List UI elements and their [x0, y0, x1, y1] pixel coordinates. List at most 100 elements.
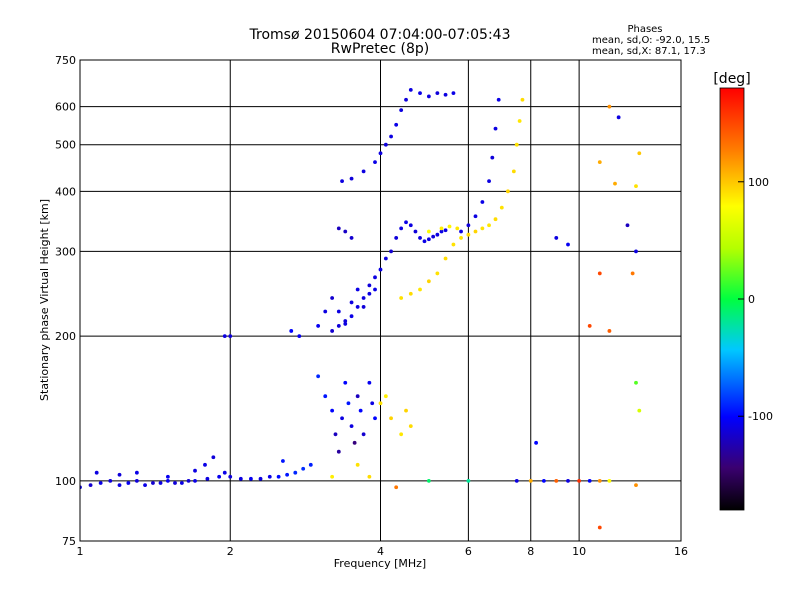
data-point	[151, 481, 155, 485]
data-point	[258, 476, 263, 481]
data-point	[554, 236, 559, 240]
data-point	[408, 291, 413, 296]
data-point	[165, 474, 170, 479]
x-axis-ticks: 1 2 4 6 8 10 16	[77, 545, 689, 558]
data-point	[418, 91, 422, 96]
data-point	[439, 229, 444, 234]
data-point	[173, 481, 177, 485]
data-point	[205, 476, 210, 481]
data-point	[340, 416, 344, 421]
data-point	[394, 236, 399, 240]
x-tick-label: 1	[77, 545, 84, 558]
y-tick-label: 600	[55, 101, 76, 114]
data-point	[358, 408, 363, 413]
legend-line-x: mean, sd,X: 87.1, 17.3	[592, 46, 706, 57]
data-point	[517, 119, 522, 123]
data-point	[587, 479, 592, 483]
data-point	[316, 324, 321, 328]
data-point	[238, 476, 243, 481]
data-point	[330, 474, 335, 479]
data-point	[301, 466, 306, 471]
y-tick-label: 100	[55, 475, 76, 488]
data-point	[383, 394, 388, 399]
data-point	[473, 229, 478, 234]
data-point	[336, 309, 341, 314]
data-point	[426, 279, 431, 284]
legend-title: Phases	[627, 24, 662, 35]
data-point	[613, 181, 617, 186]
data-point	[554, 479, 559, 483]
data-point	[404, 220, 408, 225]
data-point	[418, 287, 422, 292]
data-point	[340, 179, 344, 184]
data-point	[439, 226, 444, 231]
data-point	[616, 115, 621, 120]
data-point	[399, 226, 404, 231]
data-point	[634, 483, 638, 488]
data-point	[607, 479, 612, 483]
colorbar-ticks: 100 0 -100	[738, 176, 773, 423]
data-point	[426, 237, 431, 242]
legend-line-o: mean, sd,O: -92.0, 15.5	[592, 35, 710, 46]
data-point	[343, 229, 348, 234]
data-point	[330, 329, 335, 333]
data-point	[597, 271, 602, 276]
data-point	[634, 249, 638, 254]
data-point	[217, 474, 222, 479]
data-point	[630, 271, 635, 276]
data-point	[378, 151, 383, 156]
y-axis-label: Stationary phase Virtual Height [km]	[38, 199, 51, 401]
grid	[80, 60, 681, 541]
colorbar-tick-label: -100	[748, 410, 773, 423]
data-point	[506, 189, 510, 194]
data-point	[511, 169, 516, 174]
data-point	[143, 483, 147, 488]
data-point	[634, 380, 638, 385]
data-point	[370, 401, 375, 406]
data-point	[418, 236, 422, 240]
data-point	[222, 470, 227, 475]
x-tick-label: 8	[527, 545, 534, 558]
data-point	[352, 440, 357, 445]
data-point	[383, 256, 388, 261]
data-point	[480, 226, 485, 231]
data-point	[193, 479, 197, 483]
data-point	[88, 483, 93, 488]
data-point	[597, 525, 602, 530]
x-tick-label: 2	[227, 545, 234, 558]
data-point	[349, 176, 354, 181]
data-point	[316, 374, 321, 379]
data-point	[373, 416, 377, 421]
data-point	[459, 236, 463, 240]
data-point	[389, 249, 393, 254]
data-point	[378, 267, 383, 272]
data-point	[408, 87, 413, 92]
data-point	[289, 329, 294, 333]
data-point	[451, 91, 456, 96]
data-point	[389, 416, 393, 421]
data-point	[389, 134, 393, 139]
data-point	[404, 97, 408, 102]
data-point	[394, 122, 399, 127]
data-point	[520, 97, 525, 102]
data-point	[499, 205, 504, 210]
data-point	[451, 242, 456, 247]
data-point	[490, 155, 495, 160]
data-point	[447, 224, 452, 229]
data-point	[228, 334, 233, 339]
data-point	[267, 474, 272, 479]
x-tick-label: 4	[377, 545, 384, 558]
x-axis-label: Frequency [MHz]	[334, 557, 426, 570]
y-axis-ticks: 75 100 200 300 400 500 600 750	[55, 54, 76, 548]
data-point	[346, 401, 351, 406]
data-point	[637, 151, 642, 156]
data-point	[186, 479, 191, 483]
data-point	[117, 472, 122, 477]
data-point	[297, 334, 302, 339]
data-point	[455, 226, 460, 231]
data-point	[336, 449, 341, 454]
data-point	[408, 223, 413, 228]
data-point	[566, 479, 570, 483]
data-point	[413, 229, 418, 234]
